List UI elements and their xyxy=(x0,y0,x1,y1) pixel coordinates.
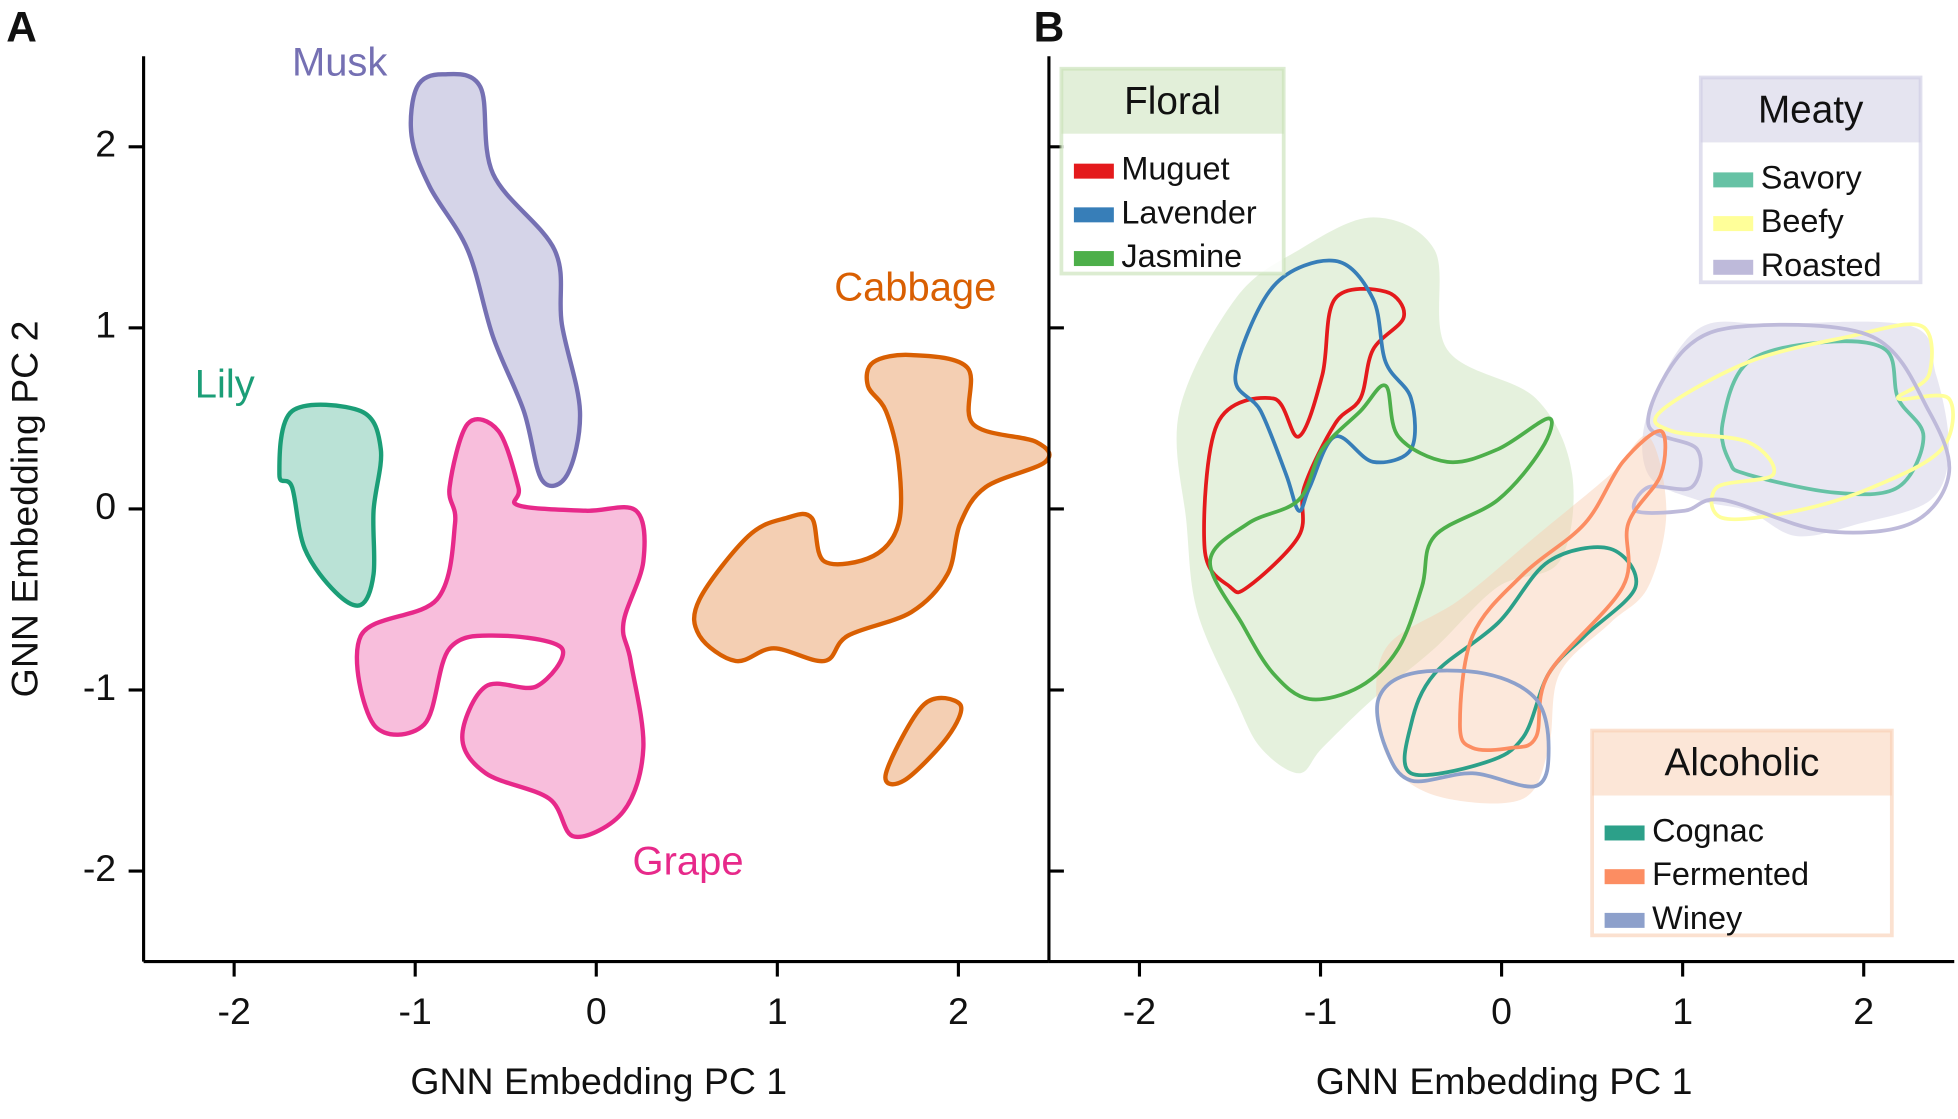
contour xyxy=(1202,287,1406,595)
region-label: Musk xyxy=(292,41,388,85)
legend-label: Roasted xyxy=(1761,247,1882,283)
legend-swatch xyxy=(1713,216,1754,232)
legend-swatch xyxy=(1073,207,1114,223)
contour xyxy=(1233,258,1417,513)
legend-swatch xyxy=(1713,259,1754,275)
contour xyxy=(883,695,964,787)
contour xyxy=(1375,668,1551,789)
y-tick-label: -1 xyxy=(83,666,116,708)
legend-label: Savory xyxy=(1761,159,1863,195)
legend: Floral Muguet Lavender Jasmine xyxy=(1059,66,1286,276)
region-label: Grape xyxy=(633,840,744,884)
legend-label: Fermented xyxy=(1652,856,1809,892)
contour xyxy=(1631,322,1952,535)
group-region xyxy=(1176,217,1574,774)
x-tick-label: -1 xyxy=(1304,990,1337,1032)
legend-title: Floral xyxy=(1124,80,1221,123)
x-axis-title: GNN Embedding PC 1 xyxy=(410,1060,787,1102)
contour xyxy=(1719,339,1926,497)
legend-swatch xyxy=(1073,251,1114,267)
x-tick-label: -1 xyxy=(399,990,432,1032)
y-tick-label: 0 xyxy=(95,485,116,527)
contour xyxy=(1402,545,1639,778)
legend-label: Cognac xyxy=(1652,813,1764,849)
group-region xyxy=(1642,321,1949,537)
legend-label: Muguet xyxy=(1121,151,1229,187)
x-tick-label: 1 xyxy=(1672,990,1693,1032)
legend-header xyxy=(1061,68,1284,134)
legend-label: Jasmine xyxy=(1121,238,1242,274)
legend-swatch xyxy=(1604,825,1645,841)
y-tick-label: 2 xyxy=(95,123,116,165)
x-tick-label: 1 xyxy=(767,990,788,1032)
x-tick-label: -2 xyxy=(217,990,250,1032)
panel-label: B xyxy=(1034,3,1065,50)
y-tick-label: 1 xyxy=(95,304,116,346)
x-tick-label: 0 xyxy=(586,990,607,1032)
group-region xyxy=(1376,435,1667,804)
legend-swatch xyxy=(1073,163,1114,179)
y-tick-label: -2 xyxy=(83,847,116,889)
panel: Musk Lily Cabbage Grape -2 -1 0 1 2 -2 -1 0 1 2 GNN Em… xyxy=(3,3,1052,1102)
legend: Meaty Savory Beefy Roasted xyxy=(1698,75,1923,285)
contour xyxy=(1458,429,1668,753)
contour xyxy=(1653,322,1955,522)
legend-label: Winey xyxy=(1652,900,1743,936)
contour xyxy=(1208,383,1554,702)
y-axis-title: GNN Embedding PC 2 xyxy=(3,321,45,698)
legend-title: Meaty xyxy=(1758,89,1864,132)
panel: -2 -1 0 1 2 GNN Embedding PC 1 B Floral Muguet La… xyxy=(1034,3,1955,1102)
legend-header xyxy=(1592,730,1892,796)
contour xyxy=(408,71,583,489)
region-label: Lily xyxy=(195,363,255,407)
contour xyxy=(277,402,384,608)
legend: Alcoholic Cognac Fermented Winey xyxy=(1590,728,1894,938)
x-tick-label: 2 xyxy=(948,990,969,1032)
x-tick-label: -2 xyxy=(1123,990,1156,1032)
contour xyxy=(691,352,1052,664)
x-tick-label: 0 xyxy=(1491,990,1512,1032)
legend-title: Alcoholic xyxy=(1665,742,1820,785)
legend-label: Lavender xyxy=(1121,194,1257,230)
legend-swatch xyxy=(1713,172,1754,188)
panel-label: A xyxy=(6,3,37,50)
legend-swatch xyxy=(1604,912,1645,928)
contour xyxy=(354,417,647,839)
x-tick-label: 2 xyxy=(1853,990,1874,1032)
legend-swatch xyxy=(1604,869,1645,885)
legend-label: Beefy xyxy=(1761,203,1845,239)
x-axis-title: GNN Embedding PC 1 xyxy=(1316,1060,1693,1102)
legend-header xyxy=(1700,77,1921,143)
region-label: Cabbage xyxy=(834,265,996,309)
